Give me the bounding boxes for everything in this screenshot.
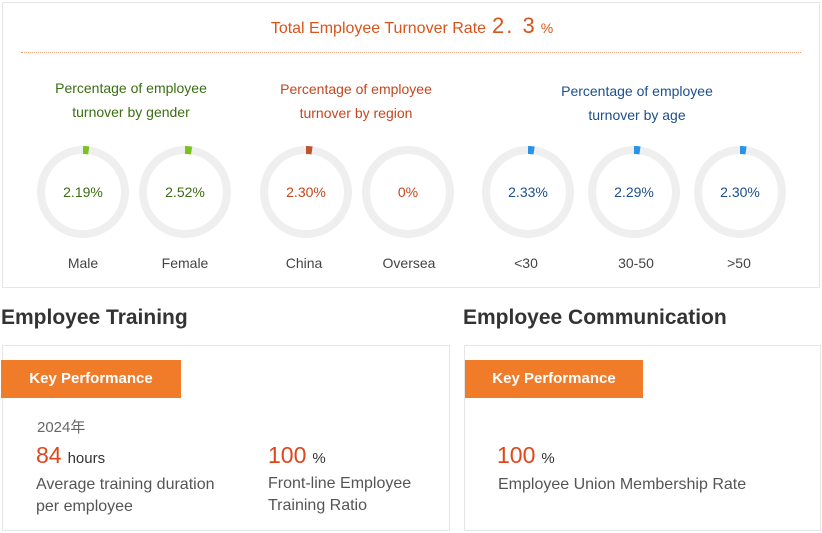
ring-age-over-50: 2.30% <box>692 144 788 240</box>
total-turnover-rate: Total Employee Turnover Rate 2. 3% <box>3 13 821 39</box>
region-title-line1: Percentage of employee <box>280 81 432 97</box>
label-age-30-50: 30-50 <box>618 255 654 271</box>
age-title-line2: turnover by age <box>588 107 686 123</box>
training-ratio-desc-line1: Front-line Employee <box>268 475 412 492</box>
ring-age-over-50-value: 2.30% <box>720 184 760 200</box>
age-title-line1: Percentage of employee <box>561 83 713 99</box>
training-ratio-description: Front-line Employee Training Ratio <box>268 473 411 517</box>
training-hours-desc-line2: per employee <box>36 498 133 515</box>
training-key-performance-tag: Key Performance <box>1 360 181 398</box>
communication-panel: Key Performance 100% Employee Union Memb… <box>464 345 821 531</box>
label-age-under-30: <30 <box>514 255 538 271</box>
label-china: China <box>285 255 323 271</box>
label-oversea: Oversea <box>382 255 436 271</box>
training-hours-metric: 84 hours <box>36 442 105 469</box>
label-male: Male <box>67 255 99 271</box>
gender-title-line1: Percentage of employee <box>55 80 207 96</box>
ring-male-value: 2.19% <box>63 184 103 200</box>
total-turnover-value: 2. 3 <box>492 13 537 38</box>
region-title-line2: turnover by region <box>299 105 413 121</box>
ring-female-value: 2.52% <box>165 184 205 200</box>
training-hours-desc-line1: Average training duration <box>36 476 215 493</box>
training-ratio-unit: % <box>312 450 326 467</box>
communication-key-performance-tag: Key Performance <box>465 360 643 398</box>
ring-age-under-30: 2.33% <box>480 144 576 240</box>
ring-oversea: 0% <box>360 144 456 240</box>
ring-age-under-30-value: 2.33% <box>508 184 548 200</box>
training-hours-unit: hours <box>67 450 106 467</box>
ring-china-value: 2.30% <box>286 184 326 200</box>
ring-china: 2.30% <box>258 144 354 240</box>
training-ratio-value: 100 <box>268 442 307 468</box>
ring-male: 2.19% <box>35 144 131 240</box>
training-hours-description: Average training duration per employee <box>36 474 215 518</box>
total-turnover-label: Total Employee Turnover Rate <box>270 20 487 37</box>
union-membership-description: Employee Union Membership Rate <box>498 476 747 493</box>
gender-group-title: Percentage of employee turnover by gende… <box>31 76 231 124</box>
age-group-title: Percentage of employee turnover by age <box>537 79 737 127</box>
ring-age-30-50: 2.29% <box>586 144 682 240</box>
training-year: 2024年 <box>37 419 86 436</box>
training-ratio-desc-line2: Training Ratio <box>268 497 368 514</box>
union-membership-unit: % <box>541 450 555 467</box>
ring-age-30-50-value: 2.29% <box>614 184 654 200</box>
region-group-title: Percentage of employee turnover by regio… <box>256 77 456 125</box>
total-turnover-unit: % <box>540 20 554 36</box>
communication-heading: Employee Communication <box>463 306 727 329</box>
training-hours-value: 84 <box>36 442 62 468</box>
label-age-over-50: >50 <box>727 255 751 271</box>
training-heading: Employee Training <box>1 306 188 329</box>
dotted-divider <box>21 52 801 53</box>
ring-female: 2.52% <box>137 144 233 240</box>
gender-title-line2: turnover by gender <box>72 104 190 120</box>
training-ratio-metric: 100% <box>268 442 326 469</box>
ring-oversea-value: 0% <box>397 184 419 200</box>
turnover-panel: Total Employee Turnover Rate 2. 3% Percen… <box>2 2 820 288</box>
union-membership-value: 100 <box>497 442 536 468</box>
training-panel: Key Performance 2024年 84 hours Average tr… <box>1 345 450 531</box>
label-female: Female <box>161 255 209 271</box>
union-membership-metric: 100% <box>497 442 555 469</box>
